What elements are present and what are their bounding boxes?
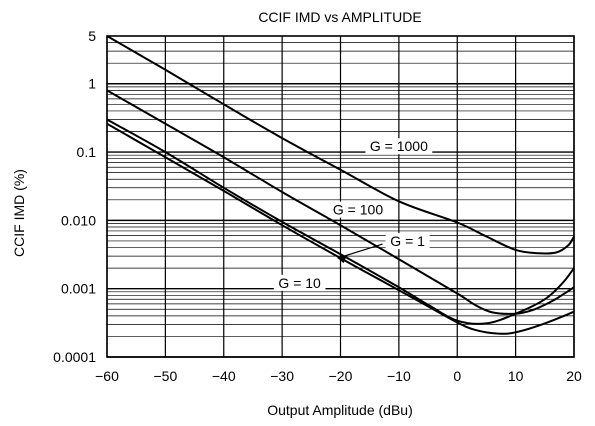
y-tick-label: 0.010 xyxy=(61,212,96,228)
series-line-3 xyxy=(106,122,575,335)
x-tick-label: 10 xyxy=(508,368,524,384)
series-label-bg xyxy=(328,201,388,218)
series-line-1 xyxy=(106,89,575,315)
series-label-2: G = 1 xyxy=(385,233,430,250)
x-tick-label: −10 xyxy=(387,368,411,384)
x-tick-label: −20 xyxy=(329,368,353,384)
grid xyxy=(106,35,575,358)
series-label-bg xyxy=(365,138,433,155)
series-label-text: G = 10 xyxy=(278,275,321,291)
x-tick-label: −30 xyxy=(270,368,294,384)
series-label-0: G = 1000 xyxy=(365,138,433,155)
series-label-text: G = 1000 xyxy=(370,138,428,154)
chart-title: CCIF IMD vs AMPLITUDE xyxy=(258,9,421,25)
y-tick-label: 0.1 xyxy=(77,144,97,160)
x-tick-label: 20 xyxy=(566,368,582,384)
series-label-1: G = 100 xyxy=(328,201,388,218)
axes: −60 −50 −40 −30 −20 −10 0 10 20 5 1 0.1 0.010 0.001 0.… xyxy=(53,28,582,384)
g1-leader-line xyxy=(337,243,383,259)
y-tick-label: 1 xyxy=(88,76,96,92)
series-label-text: G = 100 xyxy=(333,202,383,218)
x-tick-label: −60 xyxy=(95,368,119,384)
series-label-bg xyxy=(273,274,326,291)
series-line-2 xyxy=(106,118,575,325)
series-line-0 xyxy=(106,35,575,255)
y-tick-label: 0.0001 xyxy=(53,349,96,365)
series-label-text: G = 1 xyxy=(390,233,425,249)
series-labels: G = 1000 G = 100 G = 1 G = 10 xyxy=(273,138,433,291)
series-lines xyxy=(106,35,575,335)
x-tick-label: 0 xyxy=(453,368,461,384)
x-tick-label: −40 xyxy=(212,368,236,384)
y-axis-label: CCIF IMD (%) xyxy=(11,169,27,257)
series-label-3: G = 10 xyxy=(273,274,326,291)
series-label-bg xyxy=(385,233,430,250)
x-tick-label: −50 xyxy=(154,368,178,384)
y-tick-label: 0.001 xyxy=(61,281,96,297)
x-axis-label: Output Amplitude (dBu) xyxy=(267,402,413,418)
g1-leader-arrowhead xyxy=(337,256,347,264)
y-tick-label: 5 xyxy=(88,28,96,44)
plot-frame xyxy=(106,35,575,358)
